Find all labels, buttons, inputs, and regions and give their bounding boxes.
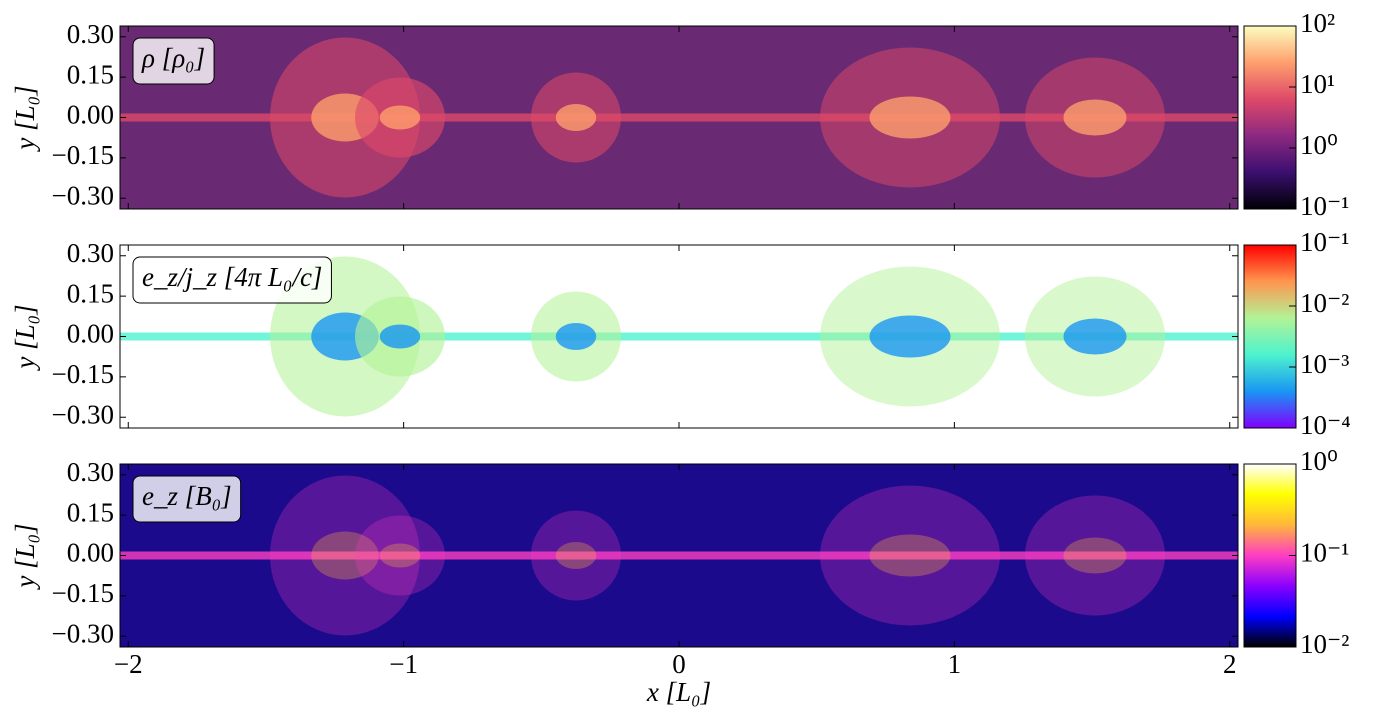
y-tick-label: 0.30: [67, 457, 114, 487]
plasmoid-core: [869, 96, 951, 139]
x-tick-label: −2: [114, 649, 143, 679]
y-tick-label: 0.00: [67, 538, 114, 568]
colorbar-tick-label: 10⁻³: [1300, 349, 1349, 379]
plasmoid-core: [1063, 99, 1127, 136]
y-tick-label: −0.15: [52, 578, 114, 608]
y-tick-label: 0.15: [67, 59, 114, 89]
x-axis-label: x [L₀]: [646, 677, 711, 707]
y-tick-label: 0.00: [67, 100, 114, 130]
colorbar: [1243, 25, 1297, 210]
plasmoid: [270, 475, 420, 636]
panel-label: e_z [B₀]: [142, 481, 232, 511]
x-tick-label: 1: [948, 649, 962, 679]
plasmoid-core: [555, 104, 597, 131]
plasmoid: [531, 510, 621, 601]
plasmoid-core: [869, 315, 951, 358]
colorbar-tick-label: 10⁻²: [1300, 629, 1349, 659]
colorbar-tick-label: 10⁰: [1300, 446, 1338, 476]
plasmoid-core: [379, 105, 421, 130]
plasmoid-core: [1063, 318, 1127, 355]
heatmap-image: [120, 26, 1238, 209]
plasmoid-core: [555, 323, 597, 350]
colorbar-tick-label: 10⁻⁴: [1300, 410, 1351, 440]
colorbar: [1243, 244, 1297, 429]
y-tick-label: −0.30: [52, 618, 114, 648]
plasmoid-core: [311, 531, 379, 580]
y-tick-label: −0.15: [52, 359, 114, 389]
plasmoid-core: [379, 543, 421, 568]
plasmoid: [1025, 495, 1165, 616]
colorbar-tick-label: 10¹: [1300, 69, 1335, 99]
y-tick-label: 0.15: [67, 497, 114, 527]
colorbar-tick-label: 10⁻¹: [1300, 538, 1349, 568]
y-axis-label: y [L₀]: [10, 304, 40, 371]
y-tick-label: 0.00: [67, 319, 114, 349]
plasmoid-core: [555, 542, 597, 569]
y-tick-label: −0.30: [52, 180, 114, 210]
current-sheet: [120, 332, 1238, 341]
panel-label-box: [132, 475, 242, 523]
x-tick-label: −1: [389, 649, 418, 679]
x-tick-label: 2: [1223, 649, 1237, 679]
plasmoid-core: [1063, 537, 1127, 574]
y-tick-label: 0.30: [67, 238, 114, 268]
plasmoid: [355, 515, 445, 596]
panel-label: ρ [ρ₀]: [141, 43, 205, 73]
colorbar-tick-label: 10²: [1300, 8, 1335, 38]
heatmap-image: [120, 464, 1238, 647]
panel-label-box: [132, 256, 332, 304]
colorbar-tick-label: 10⁰: [1300, 130, 1338, 160]
panel-label: e_z/j_z [4π L₀/c]: [142, 262, 322, 292]
y-axis-label: y [L₀]: [10, 85, 40, 152]
y-tick-label: −0.30: [52, 399, 114, 429]
colorbar-tick-label: 10⁻¹: [1300, 227, 1349, 257]
colorbar-tick-label: 10⁻²: [1300, 288, 1349, 318]
y-axis-label: y [L₀]: [10, 523, 40, 590]
colorbar: [1243, 463, 1297, 648]
heatmap-image: [120, 245, 1238, 428]
x-tick-label: 0: [672, 649, 686, 679]
y-tick-label: −0.15: [52, 140, 114, 170]
panel-label-box: [132, 37, 215, 85]
y-tick-label: 0.15: [67, 278, 114, 308]
plasmoid: [820, 485, 1000, 626]
y-tick-label: 0.30: [67, 19, 114, 49]
current-sheet: [120, 551, 1238, 560]
current-sheet: [120, 113, 1238, 122]
plasmoid-core: [379, 324, 421, 349]
colorbar-tick-label: 10⁻¹: [1300, 191, 1349, 221]
plasmoid-core: [869, 534, 951, 577]
